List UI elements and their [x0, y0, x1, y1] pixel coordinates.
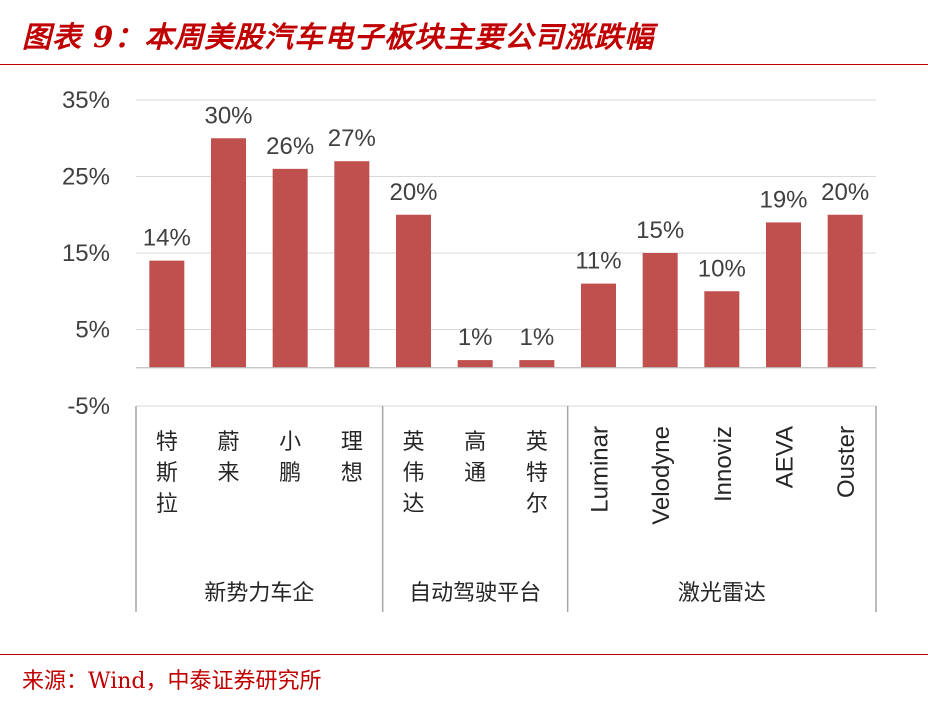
group-label: 新势力车企	[204, 581, 314, 606]
y-tick-label: 25%	[62, 164, 110, 191]
bar	[519, 360, 555, 368]
data-label: 20%	[821, 179, 869, 206]
category-label: Innoviz	[710, 426, 737, 502]
data-label: 27%	[328, 125, 376, 152]
data-label: 11%	[575, 248, 621, 275]
source-divider	[0, 654, 928, 655]
bar	[766, 222, 801, 368]
category-label: Ouster	[833, 426, 860, 498]
data-label: 1%	[458, 324, 493, 351]
group-label: 激光雷达	[678, 581, 766, 606]
data-label: 14%	[143, 225, 191, 252]
data-label: 15%	[636, 217, 684, 244]
y-tick-label: -5%	[67, 393, 110, 420]
data-label: 10%	[698, 255, 746, 282]
bar	[827, 214, 863, 368]
data-label: 30%	[204, 102, 252, 129]
bar	[642, 253, 678, 368]
category-label: 小鹏	[279, 430, 301, 486]
bar	[272, 168, 308, 368]
category-label: 高通	[464, 430, 486, 486]
category-label: 理想	[341, 430, 363, 486]
data-label: 26%	[266, 133, 314, 160]
data-label: 19%	[759, 186, 807, 213]
title-divider	[0, 64, 928, 65]
y-tick-label: 35%	[62, 87, 110, 114]
data-label: 1%	[519, 324, 554, 351]
category-label: 特斯拉	[156, 430, 178, 517]
bar	[334, 161, 370, 368]
category-label: 英伟达	[402, 430, 424, 517]
chart-title: 图表 9：本周美股汽车电子板块主要公司涨跌幅	[22, 20, 655, 54]
group-label: 自动驾驶平台	[409, 581, 541, 606]
bar	[581, 283, 616, 368]
bar	[396, 214, 431, 368]
bar-chart: 35% 25% 15% 5% -5% 14% 30% 26% 27% 20% 1% 1% 11% 15% 1…	[62, 87, 877, 612]
bar	[457, 360, 493, 368]
y-tick-label: 15%	[62, 240, 110, 267]
category-label: Luminar	[587, 426, 614, 513]
category-label: 蔚来	[217, 430, 239, 486]
bar	[704, 291, 740, 368]
category-label: Velodyne	[648, 426, 675, 525]
source-note: 来源：Wind，中泰证券研究所	[22, 669, 322, 694]
y-tick-label: 5%	[75, 317, 110, 344]
category-label: 英特尔	[526, 430, 548, 517]
category-label: AEVA	[772, 426, 799, 488]
bar	[149, 260, 185, 368]
bar	[211, 138, 246, 368]
data-label: 20%	[389, 179, 437, 206]
